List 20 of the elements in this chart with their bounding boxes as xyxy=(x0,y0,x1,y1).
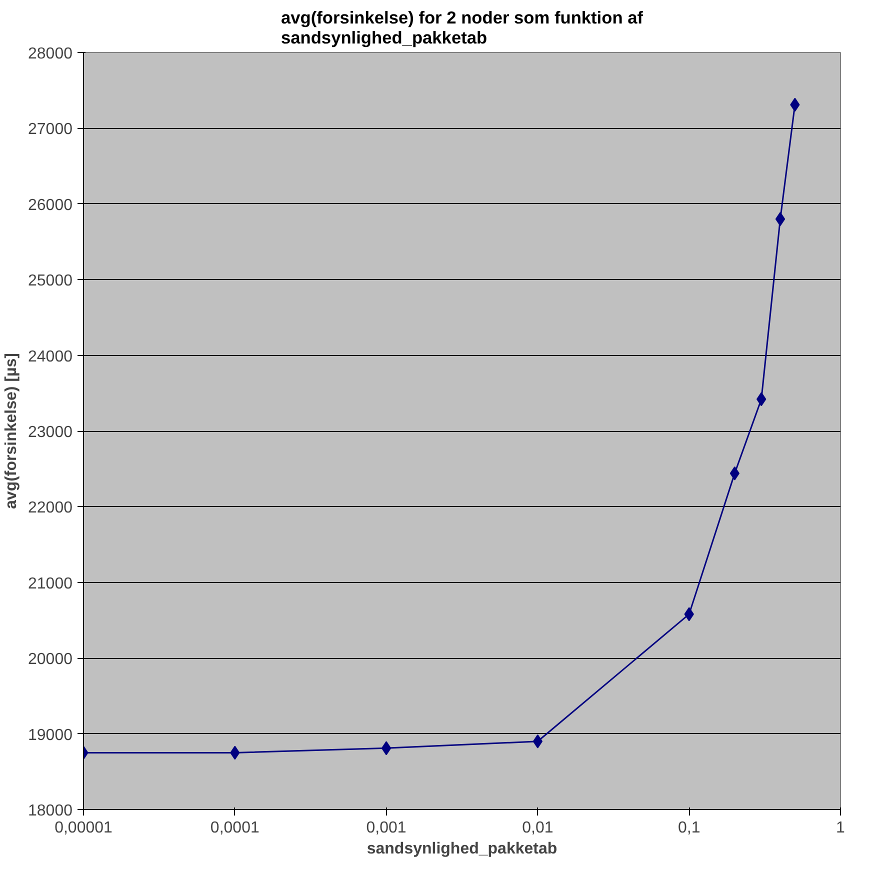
x-tick-label: 0,001 xyxy=(366,820,406,836)
y-tick-label: 23000 xyxy=(28,424,73,441)
y-tick-label: 22000 xyxy=(28,500,73,517)
y-tick-label: 19000 xyxy=(28,726,73,744)
y-tick-label: 18000 xyxy=(28,802,73,820)
x-tick-label: 0,01 xyxy=(522,820,554,836)
chart-title: avg(forsinkelse) for 2 noder som funktion af sandsynlighed_pakketab xyxy=(280,8,644,48)
x-tick-label: 0,00001 xyxy=(54,820,113,836)
y-tick-label: 21000 xyxy=(28,575,73,592)
x-axis-title: sandsynlighed_pakketab xyxy=(366,840,558,858)
y-tick-label: 27000 xyxy=(28,121,73,138)
x-tick-label: 1 xyxy=(836,820,846,836)
y-tick-label: 25000 xyxy=(28,272,73,290)
y-axis-title: avg(forsinkelse) [µs] xyxy=(3,353,20,509)
x-tick-label: 0,1 xyxy=(678,820,700,836)
x-tick-label: 0,0001 xyxy=(210,820,260,836)
y-tick-label: 24000 xyxy=(28,348,73,366)
y-tick-label: 20000 xyxy=(28,651,73,668)
y-tick-label: 28000 xyxy=(28,46,73,62)
y-tick-label: 26000 xyxy=(28,196,73,214)
